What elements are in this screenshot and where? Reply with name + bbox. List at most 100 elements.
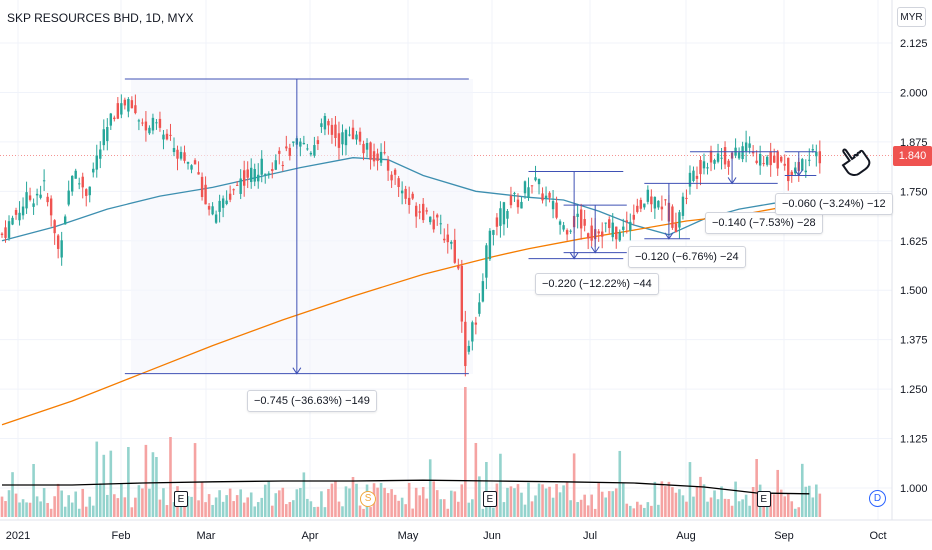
volume-bar: [667, 481, 671, 517]
volume-bar: [313, 507, 316, 517]
y-axis[interactable]: 2.125 2.000 1.875 1.750 1.625 1.500 1.375 1.250…: [900, 38, 928, 495]
candle-body: [492, 230, 495, 235]
candle-body: [601, 231, 604, 237]
earnings-badge[interactable]: E: [174, 491, 188, 507]
volume-bar: [467, 502, 471, 517]
candle-body: [71, 175, 74, 192]
volume-bar: [56, 483, 60, 517]
candle-body: [397, 178, 400, 188]
candle-body: [376, 153, 379, 161]
candle-body: [141, 122, 144, 124]
candle-body: [137, 120, 141, 122]
volume-bar: [769, 493, 772, 517]
volume-bar: [678, 489, 681, 517]
x-tick-label: May: [398, 530, 419, 542]
candle-body: [95, 155, 98, 170]
last-price-tag: 1.840: [893, 146, 932, 166]
candle-body: [664, 199, 667, 201]
candle-body: [193, 160, 197, 165]
candle-body: [92, 168, 95, 173]
candle-body: [706, 167, 709, 169]
volume-bar: [263, 484, 267, 517]
dividend-badge[interactable]: D: [868, 490, 886, 507]
volume-bar: [221, 501, 225, 517]
volume-bar: [63, 506, 67, 517]
candle-body: [804, 170, 807, 173]
volume-bar: [692, 496, 695, 517]
volume-bar: [32, 464, 35, 517]
volume-bar: [453, 491, 457, 517]
candle-body: [716, 153, 720, 162]
volume-bar: [513, 488, 516, 517]
x-tick-label: Jun: [483, 530, 501, 542]
measure-label: −0.140 (−7.53%) −28: [705, 212, 823, 234]
candle-body: [21, 206, 25, 216]
candle-body: [776, 151, 779, 169]
volume-bar: [60, 490, 63, 517]
y-tick-label: 2.125: [900, 38, 928, 50]
candle-body: [211, 206, 214, 215]
candle-body: [74, 170, 77, 179]
candle-body: [299, 141, 302, 147]
candle-body: [509, 195, 513, 206]
y-tick-label: 1.125: [900, 434, 928, 446]
volume-bar: [246, 497, 249, 517]
volume-bar: [435, 490, 439, 517]
candle-body: [358, 131, 362, 142]
volume-bar: [611, 491, 615, 517]
volume-bar: [516, 484, 520, 517]
candle-body: [699, 159, 702, 175]
volume-bar: [523, 504, 527, 517]
candle-body: [495, 217, 499, 227]
volume-bar: [204, 502, 207, 517]
volume-bar: [242, 502, 246, 517]
candle-body: [165, 133, 169, 140]
candle-body: [151, 117, 155, 131]
candle-body: [120, 103, 123, 115]
candle-body: [467, 345, 471, 352]
candle-body: [597, 231, 600, 234]
candle-body: [42, 180, 46, 182]
candle-body: [7, 221, 11, 238]
earnings-badge[interactable]: E: [482, 491, 497, 507]
volume-bar: [618, 450, 622, 517]
candle-body: [204, 184, 207, 205]
volume-bar: [351, 477, 355, 517]
split-badge[interactable]: S: [360, 491, 377, 507]
volume-bar: [741, 499, 744, 517]
candle-body: [46, 196, 49, 203]
candle-body: [569, 230, 572, 232]
volume-bar: [249, 492, 253, 517]
volume-bar: [790, 501, 794, 517]
volume-bar: [46, 502, 49, 517]
volume-bar: [579, 499, 583, 517]
volume-bar: [442, 499, 446, 517]
candle-body: [520, 201, 523, 209]
volume-bar: [650, 505, 653, 517]
measure-arrow: [794, 169, 804, 177]
candle-body: [502, 202, 506, 225]
volume-bar: [95, 441, 99, 517]
candle-body: [443, 238, 446, 241]
volume-bar: [42, 488, 46, 517]
candle-body: [446, 234, 449, 243]
candle-body: [179, 151, 183, 159]
x-tick-label: Feb: [112, 530, 131, 542]
volume-bar: [636, 501, 639, 517]
x-axis[interactable]: 2021 Feb Mar Apr May Jun Jul Aug Sep Oct: [6, 530, 887, 542]
volume-bar: [400, 497, 404, 517]
volume-bar: [495, 483, 499, 517]
volume-bar: [586, 505, 590, 517]
candle-body: [383, 152, 386, 154]
volume-bar: [330, 483, 334, 517]
currency-button[interactable]: MYR: [897, 7, 926, 27]
volume-bar: [116, 498, 120, 517]
volume-bar: [306, 498, 309, 517]
candle-body: [478, 302, 481, 314]
earnings-badge[interactable]: E: [756, 491, 771, 507]
candle-body: [390, 174, 393, 181]
candle-body: [471, 322, 474, 342]
volume-bar: [137, 485, 141, 517]
candle-body: [334, 124, 337, 139]
